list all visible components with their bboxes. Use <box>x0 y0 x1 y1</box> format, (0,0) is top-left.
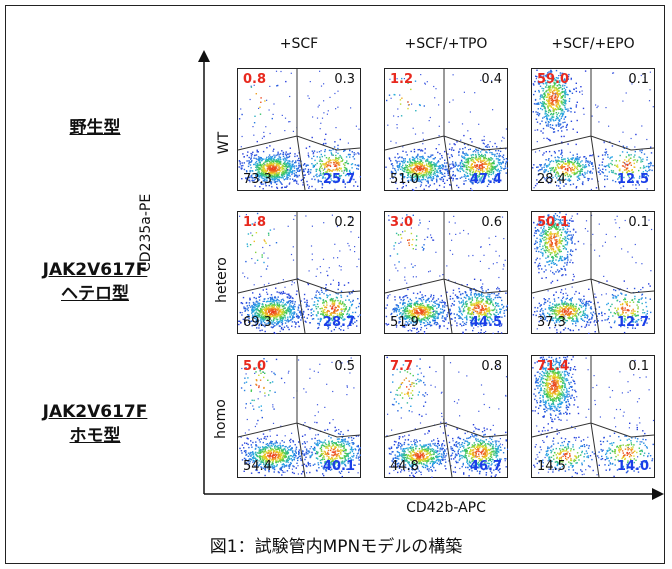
upper-left-percentage: 1.8 <box>243 215 267 230</box>
upper-right-percentage: 0.3 <box>334 72 355 87</box>
condition-header-scf-epo: +SCF/+EPO <box>551 36 635 52</box>
upper-left-percentage: 0.8 <box>243 72 267 87</box>
figure-caption: 図1：試験管内MPNモデルの構築 <box>209 537 463 557</box>
density-plot-r2-c1: 1.8 0.2 69.3 28.7 <box>237 211 361 334</box>
density-plot-r3-c1: 5.0 0.5 54.4 40.1 <box>237 355 361 478</box>
upper-right-percentage: 0.5 <box>334 359 355 374</box>
quadrant-gates <box>237 356 361 478</box>
plot-canvas <box>384 68 508 191</box>
density-plot-r1-c1: 0.8 0.3 73.3 25.7 <box>237 68 361 191</box>
lower-right-percentage: 12.7 <box>616 315 649 330</box>
quadrant-gates <box>237 69 361 191</box>
density-plot-r2-c2: 3.0 0.6 51.9 44.5 <box>384 211 508 334</box>
quadrant-gates <box>531 212 655 334</box>
genotype-line: JAK2V617F <box>42 402 148 422</box>
plot-border <box>531 68 655 191</box>
upper-right-percentage: 0.2 <box>334 215 355 230</box>
row-label-hetero: hetero <box>214 257 230 303</box>
lower-right-percentage: 25.7 <box>322 172 355 187</box>
lower-left-percentage: 69.3 <box>243 315 272 330</box>
lower-left-percentage: 51.9 <box>390 315 419 330</box>
plot-canvas <box>531 211 655 334</box>
lower-right-percentage: 12.5 <box>616 172 649 187</box>
upper-left-percentage: 1.2 <box>390 72 414 87</box>
density-plot-r2-c3: 50.1 0.1 37.3 12.7 <box>531 211 655 334</box>
upper-right-percentage: 0.6 <box>481 215 502 230</box>
lower-left-percentage: 73.3 <box>243 172 272 187</box>
plot-canvas <box>384 211 508 334</box>
genotype-label-hetero: JAK2V617F ヘテロ型 <box>0 258 190 306</box>
lower-left-percentage: 54.4 <box>243 459 272 474</box>
upper-right-percentage: 0.8 <box>481 359 502 374</box>
y-axis-title: CD235a-PE <box>138 193 154 272</box>
density-plot-r1-c3: 59.0 0.1 28.4 12.5 <box>531 68 655 191</box>
quadrant-gates <box>237 212 361 334</box>
quadrant-gates <box>531 69 655 191</box>
genotype-line: 野生型 <box>69 118 121 138</box>
upper-left-percentage: 59.0 <box>537 72 570 87</box>
upper-right-percentage: 0.1 <box>628 359 649 374</box>
quadrant-gates <box>531 356 655 478</box>
upper-right-percentage: 0.4 <box>481 72 502 87</box>
upper-left-percentage: 5.0 <box>243 359 267 374</box>
lower-right-percentage: 44.5 <box>469 315 502 330</box>
lower-right-percentage: 46.7 <box>469 459 502 474</box>
plot-canvas <box>237 211 361 334</box>
lower-left-percentage: 28.4 <box>537 172 566 187</box>
upper-left-percentage: 7.7 <box>390 359 414 374</box>
genotype-label-wt: 野生型 <box>0 116 190 140</box>
lower-right-percentage: 40.1 <box>322 459 355 474</box>
upper-left-percentage: 3.0 <box>390 215 414 230</box>
plot-canvas <box>384 355 508 478</box>
plot-canvas <box>531 355 655 478</box>
row-label-wt: WT <box>216 131 232 155</box>
genotype-line: ホモ型 <box>69 426 121 446</box>
upper-left-percentage: 71.4 <box>537 359 570 374</box>
plot-canvas <box>237 355 361 478</box>
lower-left-percentage: 44.8 <box>390 459 419 474</box>
figure-frame <box>5 5 665 564</box>
condition-header-scf-tpo: +SCF/+TPO <box>404 36 488 52</box>
lower-right-percentage: 28.7 <box>322 315 355 330</box>
lower-right-percentage: 47.4 <box>469 172 502 187</box>
upper-right-percentage: 0.1 <box>628 72 649 87</box>
lower-left-percentage: 37.3 <box>537 315 566 330</box>
condition-header-scf: +SCF <box>279 36 319 52</box>
quadrant-gates <box>384 356 508 478</box>
plot-canvas <box>531 68 655 191</box>
density-plot-r3-c3: 71.4 0.1 14.5 14.0 <box>531 355 655 478</box>
upper-left-percentage: 50.1 <box>537 215 570 230</box>
lower-right-percentage: 14.0 <box>616 459 649 474</box>
lower-left-percentage: 14.5 <box>537 459 566 474</box>
plot-canvas <box>237 68 361 191</box>
genotype-label-homo: JAK2V617F ホモ型 <box>0 400 190 448</box>
upper-right-percentage: 0.1 <box>628 215 649 230</box>
density-plot-r1-c2: 1.2 0.4 51.0 47.4 <box>384 68 508 191</box>
quadrant-gates <box>384 69 508 191</box>
quadrant-gates <box>384 212 508 334</box>
genotype-line: ヘテロ型 <box>61 284 129 304</box>
x-axis-title: CD42b-APC <box>406 500 486 516</box>
lower-left-percentage: 51.0 <box>390 172 419 187</box>
row-label-homo: homo <box>213 399 229 439</box>
genotype-line: JAK2V617F <box>42 260 148 280</box>
density-plot-r3-c2: 7.7 0.8 44.8 46.7 <box>384 355 508 478</box>
